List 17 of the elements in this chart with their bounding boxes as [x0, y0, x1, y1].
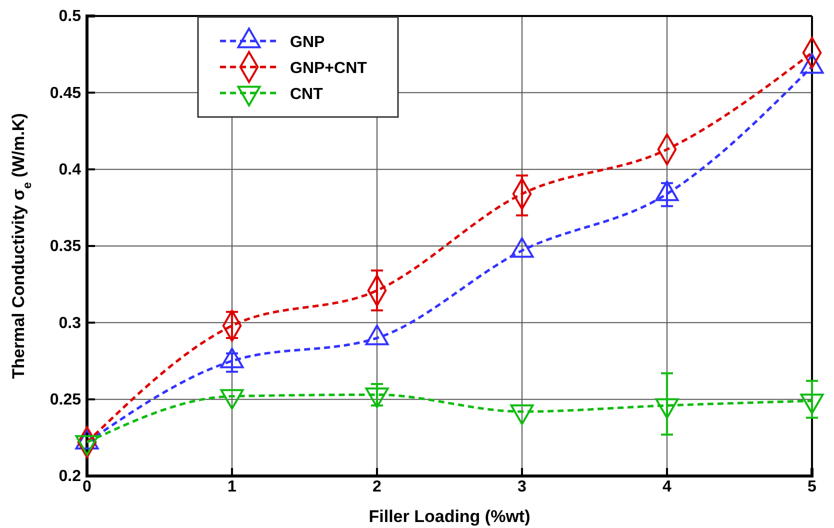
legend-label: GNP [290, 34, 325, 51]
legend-label: CNT [290, 86, 324, 103]
y-tick-label: 0.45 [50, 84, 82, 102]
x-tick-label: 1 [228, 478, 237, 496]
x-tick-label: 0 [82, 478, 92, 496]
y-tick-label: 0.25 [50, 391, 82, 408]
x-tick-label: 3 [518, 478, 527, 496]
x-tick-label: 5 [808, 478, 817, 496]
y-tick-label: 0.35 [50, 238, 82, 256]
y-tick-label: 0.2 [58, 468, 82, 486]
y-tick-label: 0.5 [58, 8, 82, 26]
x-axis-title: Filler Loading (%wt) [368, 507, 530, 526]
x-tick-label: 2 [372, 478, 382, 496]
x-tick-label: 4 [662, 478, 672, 496]
legend-label: GNP+CNT [290, 60, 368, 77]
y-tick-label: 0.3 [58, 314, 82, 332]
y-tick-label: 0.4 [58, 161, 82, 178]
